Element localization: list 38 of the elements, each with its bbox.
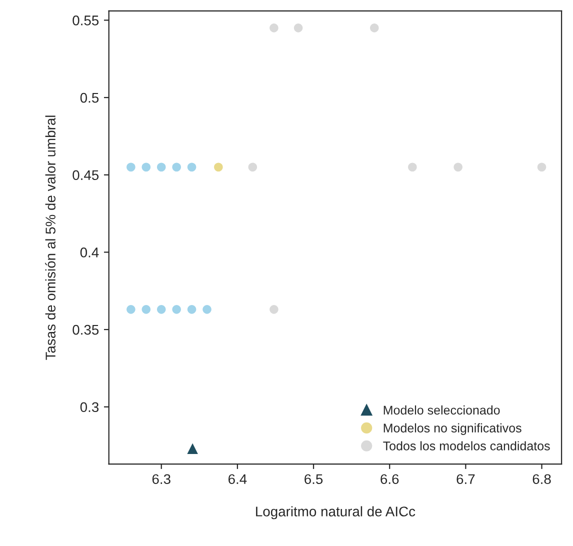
point	[156, 305, 166, 314]
x-tick-label: 6.3	[152, 474, 170, 484]
x-tick-label: 6.4	[228, 474, 247, 484]
point	[187, 162, 196, 172]
y-tick-label: 0.55	[72, 16, 99, 26]
point	[187, 443, 198, 454]
y-tick-label: 0.4	[80, 248, 99, 258]
point	[370, 24, 379, 32]
point	[202, 305, 212, 314]
point	[187, 305, 196, 314]
legend-label: Modelo seleccionado	[384, 405, 500, 415]
point	[294, 24, 303, 32]
legend-label: Todos los modelos candidatos	[383, 441, 550, 450]
x-tick-label: 6.5	[304, 474, 323, 484]
point	[214, 162, 223, 172]
point	[172, 305, 181, 314]
point	[248, 162, 258, 172]
y-tick-label: 0.45	[72, 170, 99, 180]
legend-label: Modelos no significativos	[384, 423, 522, 435]
point	[142, 162, 151, 172]
point	[454, 162, 462, 172]
point	[537, 162, 546, 172]
point	[408, 162, 417, 172]
y-tick-label: 0.35	[72, 324, 99, 335]
point	[156, 162, 166, 172]
point	[270, 24, 278, 32]
x-tick-label: 6.7	[456, 474, 475, 484]
point	[172, 162, 181, 172]
x-tick-label: 6.6	[380, 474, 399, 484]
x-axis-title: Logaritmo natural de AICc	[256, 506, 416, 520]
x-tick-label: 6.8	[532, 474, 551, 484]
point	[126, 162, 136, 172]
y-tick-label: 0.5	[80, 92, 99, 103]
point	[126, 305, 136, 314]
point	[270, 305, 278, 314]
point	[142, 305, 151, 314]
y-axis-title: Tasas de omisión al 5% de valor umbral	[45, 116, 56, 360]
y-tick-label: 0.3	[80, 402, 99, 412]
